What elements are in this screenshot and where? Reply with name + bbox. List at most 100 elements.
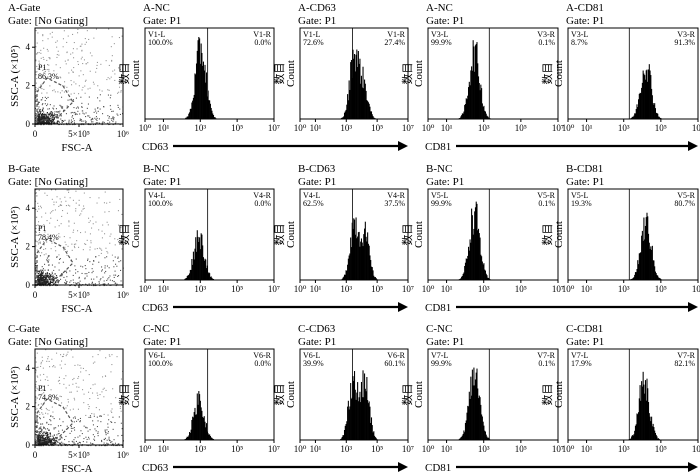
scatter-point bbox=[73, 243, 75, 245]
x-tick-label: 10¹ bbox=[310, 123, 322, 133]
scatter-point bbox=[39, 282, 41, 284]
scatter-point bbox=[65, 428, 67, 430]
scatter-point bbox=[39, 115, 41, 117]
scatter-point bbox=[74, 437, 76, 439]
gate-right-percent: 0.1% bbox=[538, 38, 555, 47]
scatter-point bbox=[49, 282, 51, 284]
scatter-point bbox=[98, 118, 100, 120]
scatter-point bbox=[55, 442, 57, 444]
scatter-point bbox=[117, 114, 119, 116]
scatter-point bbox=[53, 114, 55, 117]
scatter-point bbox=[86, 275, 88, 277]
histogram-bar bbox=[371, 267, 373, 280]
scatter-point bbox=[44, 236, 46, 238]
scatter-point bbox=[35, 59, 37, 61]
x-tick-label: 10¹ bbox=[158, 123, 170, 133]
scatter-point bbox=[111, 443, 113, 445]
histogram-bar bbox=[198, 241, 200, 280]
gate-left-name: V3-L bbox=[571, 30, 588, 39]
scatter-point bbox=[39, 111, 41, 113]
x-tick-label: 10³ bbox=[340, 284, 352, 294]
scatter-point bbox=[40, 426, 42, 428]
scatter-point bbox=[41, 437, 43, 439]
scatter-point bbox=[83, 402, 85, 404]
scatter-point bbox=[38, 443, 40, 445]
scatter-point bbox=[108, 419, 110, 421]
histogram-bar bbox=[656, 436, 658, 440]
scatter-point bbox=[35, 257, 37, 259]
scatter-point bbox=[42, 274, 44, 276]
scatter-point bbox=[43, 88, 45, 90]
histogram-bar bbox=[481, 256, 483, 280]
histogram-bar bbox=[357, 401, 359, 440]
scatter-point bbox=[35, 411, 37, 413]
scatter-point bbox=[38, 433, 40, 435]
scatter-point bbox=[43, 440, 45, 442]
scatter-point bbox=[50, 389, 52, 391]
scatter-point bbox=[35, 30, 37, 32]
scatter-point bbox=[52, 121, 54, 123]
scatter-point bbox=[68, 220, 70, 222]
scatter-point bbox=[83, 192, 85, 194]
scatter-point bbox=[114, 270, 116, 272]
scatter-point bbox=[75, 382, 77, 384]
scatter-point bbox=[58, 254, 60, 256]
scatter-point bbox=[108, 267, 110, 269]
scatter-point bbox=[35, 108, 37, 110]
scatter-point bbox=[107, 77, 109, 79]
scatter-point bbox=[58, 280, 60, 282]
scatter-point bbox=[47, 433, 49, 436]
scatter-point bbox=[73, 377, 75, 379]
scatter-point bbox=[95, 285, 97, 287]
scatter-point bbox=[56, 196, 58, 198]
scatter-point bbox=[58, 280, 60, 282]
scatter-point bbox=[46, 121, 48, 123]
scatter-point bbox=[112, 116, 114, 118]
histogram-bar bbox=[370, 417, 373, 440]
marker-label: CD81 bbox=[425, 302, 451, 314]
histogram-bar bbox=[364, 388, 366, 440]
histogram-bar bbox=[481, 88, 483, 119]
scatter-point bbox=[111, 364, 113, 366]
scatter-point bbox=[55, 41, 57, 43]
y-tick-label: 0 bbox=[26, 119, 31, 129]
scatter-point bbox=[107, 432, 109, 434]
scatter-point bbox=[97, 85, 99, 87]
scatter-point bbox=[48, 429, 50, 431]
scatter-point bbox=[84, 231, 86, 233]
scatter-point bbox=[75, 269, 77, 271]
scatter-point bbox=[56, 434, 58, 436]
scatter-point bbox=[48, 64, 50, 66]
scatter-point bbox=[35, 402, 37, 404]
histogram-bar bbox=[657, 113, 659, 119]
scatter-point bbox=[105, 389, 107, 391]
histogram-bar bbox=[375, 437, 377, 440]
histogram-bar bbox=[201, 410, 203, 440]
scatter-point bbox=[35, 117, 37, 119]
scatter-point bbox=[35, 234, 37, 236]
scatter-point bbox=[35, 100, 37, 102]
histogram-bar bbox=[654, 271, 656, 280]
histogram-bar bbox=[207, 90, 209, 119]
gate-left-name: V7-L bbox=[571, 351, 588, 360]
histogram-bar bbox=[636, 104, 638, 119]
scatter-point bbox=[43, 119, 45, 121]
x-tick-label: 0 bbox=[33, 290, 38, 300]
scatter-point bbox=[96, 112, 98, 114]
scatter-point bbox=[52, 276, 54, 278]
scatter-point bbox=[70, 80, 72, 82]
scatter-point bbox=[70, 121, 72, 123]
histogram-bar bbox=[477, 63, 479, 119]
scatter-point bbox=[93, 285, 95, 287]
scatter-point bbox=[37, 117, 39, 119]
scatter-point bbox=[118, 67, 120, 69]
histogram-bar bbox=[486, 436, 488, 440]
scatter-point bbox=[121, 445, 123, 447]
scatter-point bbox=[76, 420, 78, 422]
scatter-point bbox=[41, 252, 43, 254]
histogram-bar bbox=[641, 87, 643, 119]
histogram-bar bbox=[659, 278, 661, 280]
scatter-point bbox=[56, 56, 58, 58]
histogram-frame bbox=[427, 188, 559, 281]
